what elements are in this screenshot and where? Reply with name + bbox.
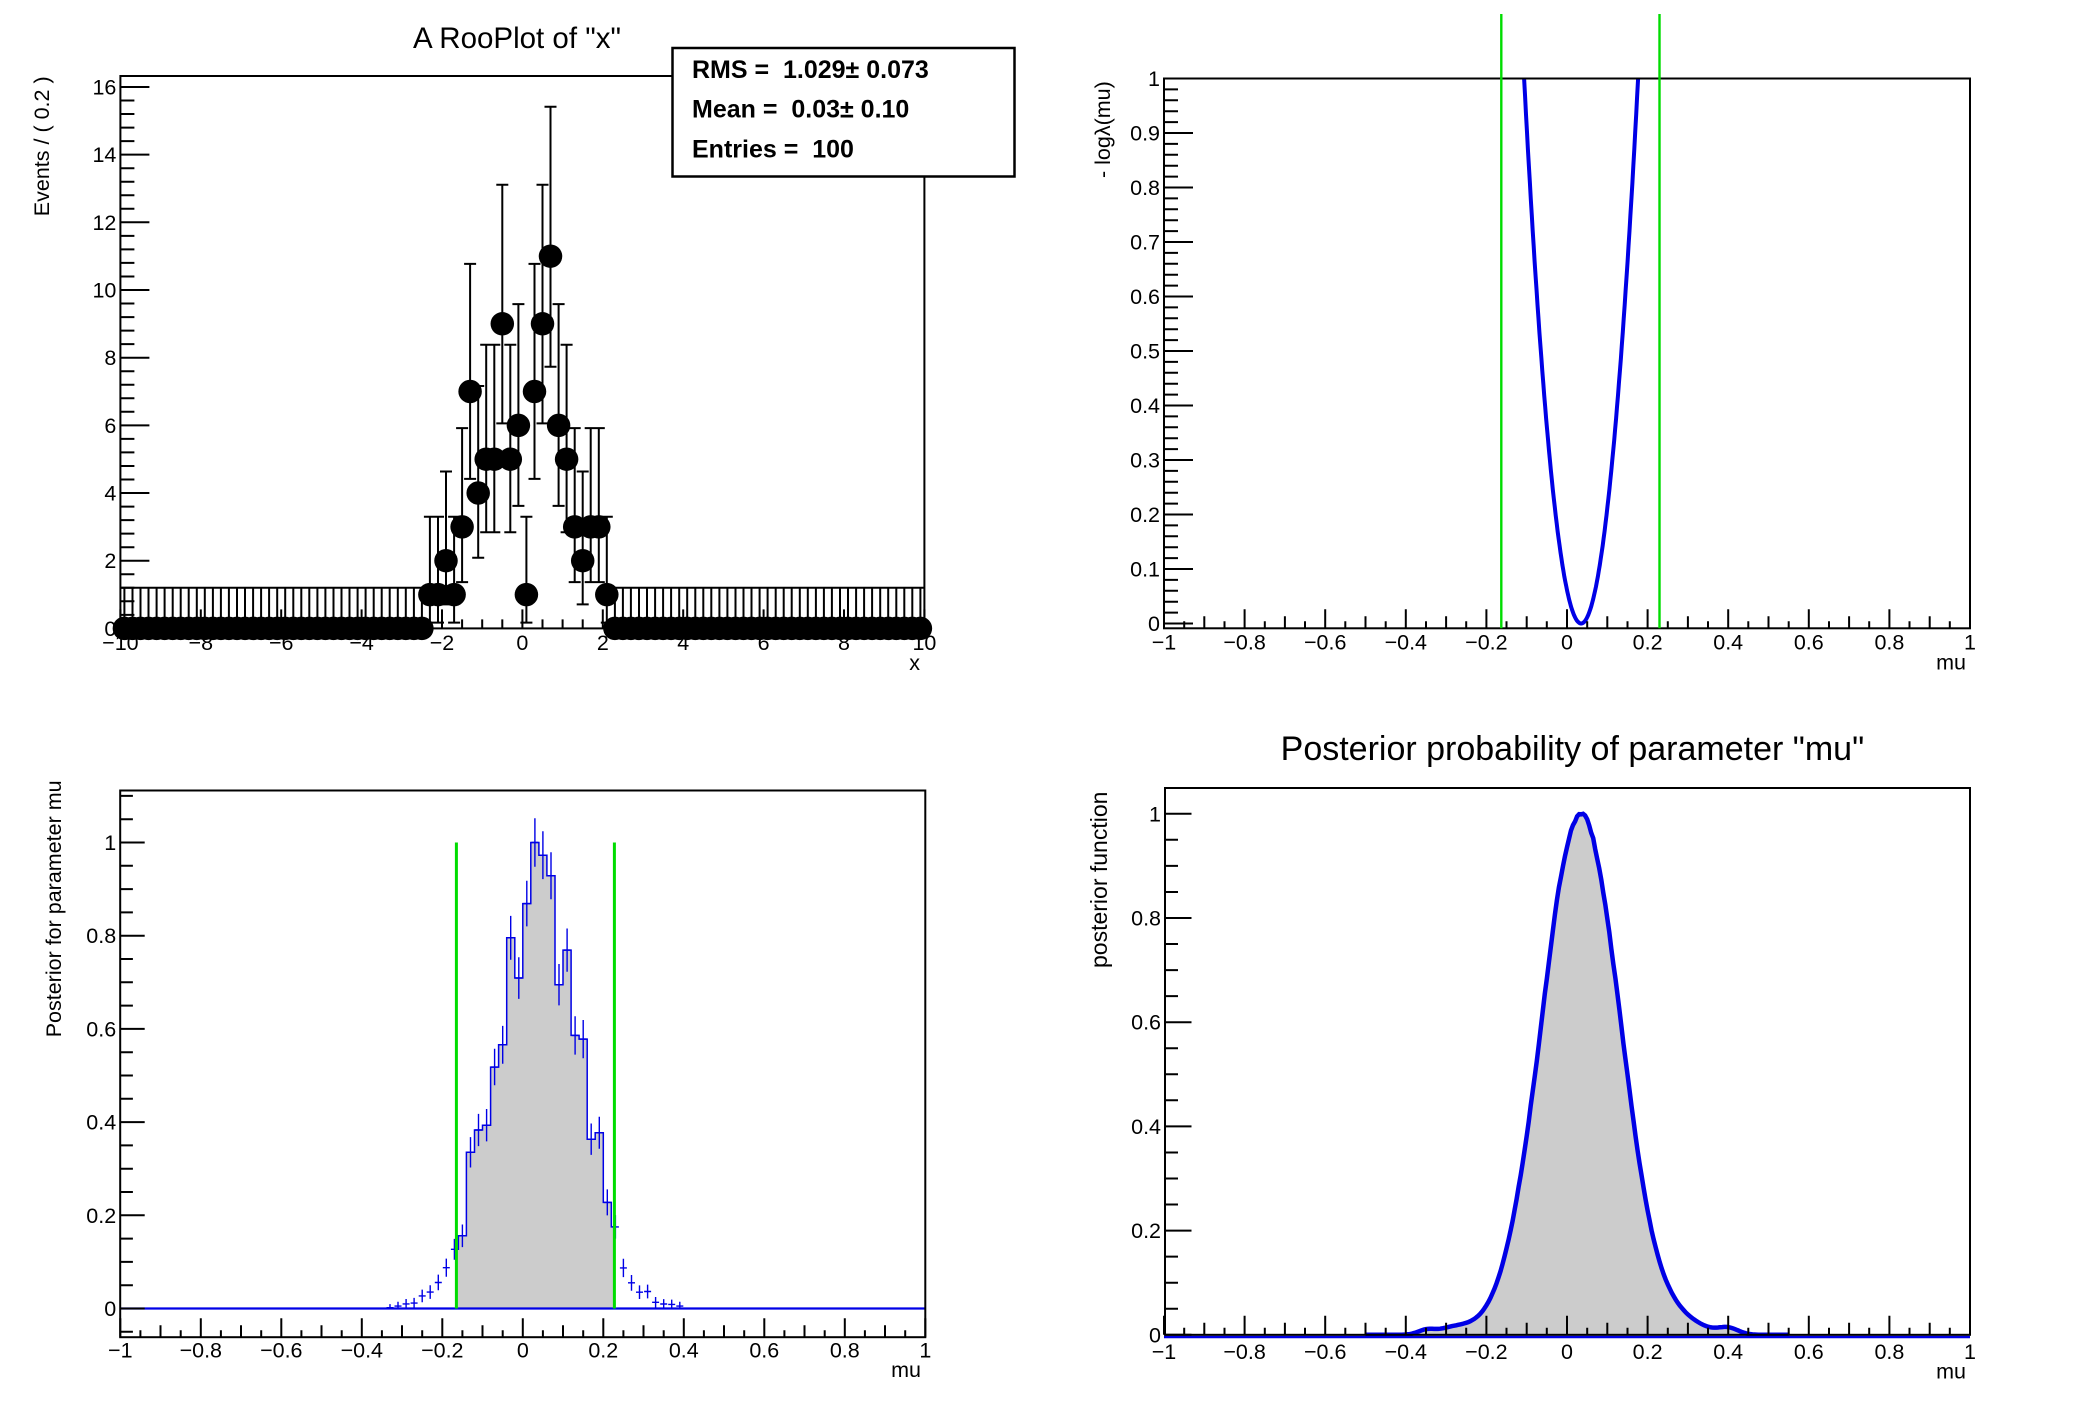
svg-text:−0.2: −0.2 [1465,1340,1507,1364]
svg-text:−0.6: −0.6 [1304,1340,1346,1364]
svg-text:0.3: 0.3 [1130,449,1160,473]
svg-text:mu: mu [1936,1360,1966,1384]
svg-text:8: 8 [104,346,116,370]
svg-text:0.2: 0.2 [1633,631,1663,655]
svg-text:−0.6: −0.6 [260,1339,302,1363]
svg-text:−0.8: −0.8 [180,1339,222,1363]
svg-text:1: 1 [1964,1340,1976,1364]
svg-text:0.4: 0.4 [1130,394,1160,418]
svg-text:−1: −1 [1152,1340,1177,1364]
svg-text:0.4: 0.4 [1713,631,1743,655]
svg-text:Entries = 100: Entries = 100 [692,136,854,164]
svg-text:0.2: 0.2 [1633,1340,1663,1364]
svg-text:0.1: 0.1 [1130,558,1160,582]
svg-text:0.8: 0.8 [86,924,116,948]
svg-text:0.2: 0.2 [1130,503,1160,527]
svg-text:0.6: 0.6 [1130,285,1160,309]
svg-text:−2: −2 [430,631,455,655]
svg-text:0: 0 [1561,631,1573,655]
svg-text:−1: −1 [1152,631,1177,655]
svg-text:x: x [909,651,920,675]
svg-text:−0.4: −0.4 [341,1339,383,1363]
svg-text:0.6: 0.6 [749,1339,779,1363]
svg-text:0.8: 0.8 [830,1339,860,1363]
svg-text:0: 0 [1561,1340,1573,1364]
svg-text:−0.2: −0.2 [421,1339,463,1363]
svg-text:0.9: 0.9 [1130,122,1160,146]
svg-text:0.5: 0.5 [1130,340,1160,364]
svg-text:1: 1 [919,1339,931,1363]
svg-text:0: 0 [104,1297,116,1321]
svg-text:−1: −1 [108,1339,133,1363]
svg-text:mu: mu [1936,650,1966,674]
svg-text:1: 1 [1964,631,1976,655]
svg-text:12: 12 [92,211,116,235]
svg-text:0: 0 [517,1339,529,1363]
svg-text:Posterior for parameter mu: Posterior for parameter mu [42,780,66,1037]
svg-text:14: 14 [92,143,116,167]
svg-text:0: 0 [516,631,528,655]
svg-text:Events / ( 0.2 ): Events / ( 0.2 ) [30,76,54,216]
svg-text:RMS = 1.029± 0.073: RMS = 1.029± 0.073 [692,56,929,84]
svg-text:0.2: 0.2 [1131,1219,1161,1243]
svg-text:2: 2 [597,631,609,655]
svg-text:0.2: 0.2 [86,1204,116,1228]
svg-text:0: 0 [1149,1323,1161,1347]
svg-text:−0.4: −0.4 [1385,631,1427,655]
svg-text:0.6: 0.6 [1131,1011,1161,1035]
svg-text:1: 1 [104,831,116,855]
svg-text:1: 1 [1149,802,1161,826]
svg-text:Mean = 0.03± 0.10: Mean = 0.03± 0.10 [692,96,909,124]
svg-text:0.2: 0.2 [588,1339,618,1363]
svg-text:−0.8: −0.8 [1223,1340,1265,1364]
svg-text:0.8: 0.8 [1874,1340,1904,1364]
svg-text:0.6: 0.6 [1794,631,1824,655]
svg-text:16: 16 [92,76,116,100]
svg-text:4: 4 [104,482,116,506]
svg-text:0.4: 0.4 [1131,1115,1161,1139]
svg-text:2: 2 [104,549,116,573]
svg-text:0.6: 0.6 [1794,1340,1824,1364]
svg-text:0.8: 0.8 [1874,631,1904,655]
svg-text:0.4: 0.4 [669,1339,699,1363]
svg-text:- logλ(mu): - logλ(mu) [1091,81,1115,178]
svg-text:0.4: 0.4 [86,1111,116,1135]
svg-text:0.4: 0.4 [1713,1340,1743,1364]
svg-text:0.8: 0.8 [1130,176,1160,200]
svg-text:0.8: 0.8 [1131,907,1161,931]
svg-text:0: 0 [1148,612,1160,636]
svg-text:−0.8: −0.8 [1223,631,1265,655]
svg-text:−0.4: −0.4 [1385,1340,1427,1364]
svg-text:mu: mu [891,1358,921,1382]
svg-text:posterior function: posterior function [1086,792,1112,968]
svg-text:10: 10 [92,279,116,303]
svg-text:1: 1 [1148,67,1160,91]
svg-text:−0.2: −0.2 [1465,631,1507,655]
svg-text:6: 6 [104,414,116,438]
svg-text:0.6: 0.6 [86,1017,116,1041]
svg-text:−0.6: −0.6 [1304,631,1346,655]
svg-text:A RooPlot of "x": A RooPlot of "x" [413,22,621,55]
svg-text:Posterior probability of param: Posterior probability of parameter "mu" [1281,730,1865,768]
svg-text:0: 0 [104,617,116,641]
svg-text:0.7: 0.7 [1130,231,1160,255]
